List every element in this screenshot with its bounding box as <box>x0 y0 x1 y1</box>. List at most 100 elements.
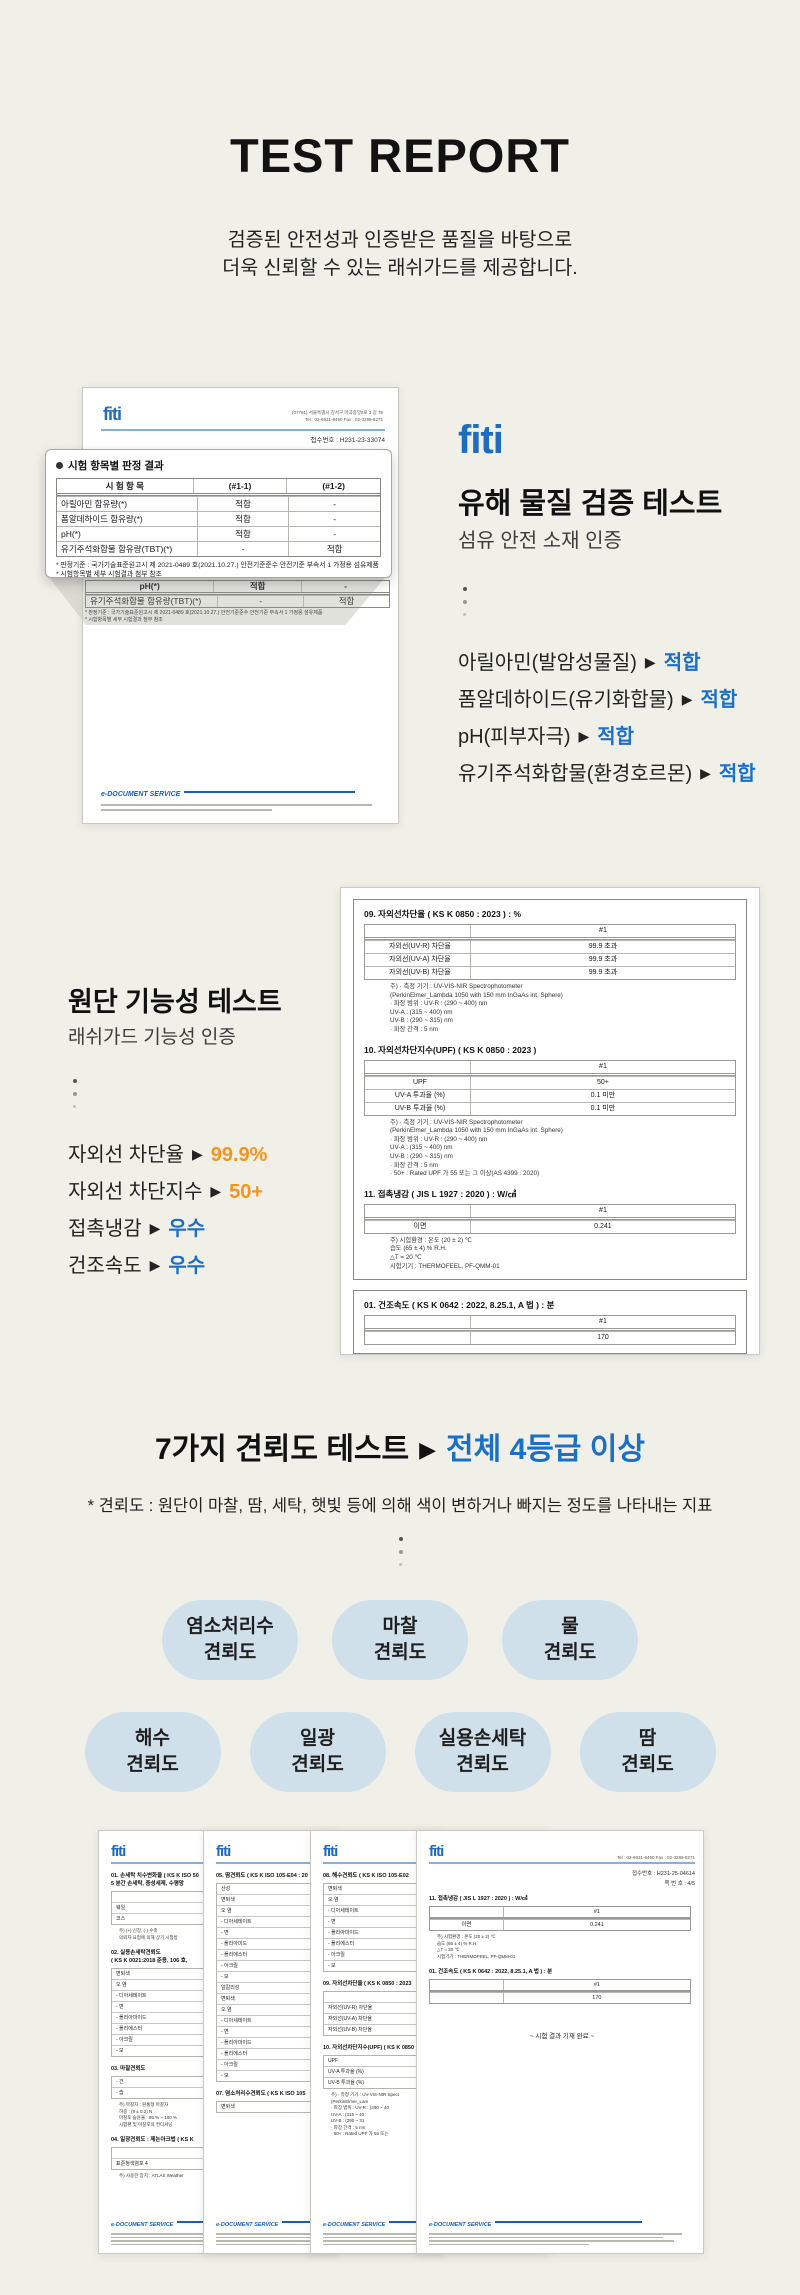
doc-section-title: 10. 자외선차단지수(UPF) ( KS K 0850 <box>323 2045 415 2051</box>
test-result-item: 폼알데하이드(유기화합물) ▶ 적합 <box>458 683 756 720</box>
receipt-number: 접수번호 : H231-25-04614 <box>631 1871 695 1877</box>
item-label: 자외선 차단지수 <box>68 1181 203 1203</box>
section-09-notes: 주) · 측정 기기 : UV-VIS-NIR Spectrophotomete… <box>390 983 563 1033</box>
item-value: 적합 <box>663 652 701 674</box>
doc-notes: 주) · 측정 기기 : UV-VIS-NIR Spect (PerkinElme… <box>331 2092 399 2136</box>
edocument-label: e-DOCUMENT SERVICE <box>323 2222 386 2228</box>
edocument-label: e-DOCUMENT SERVICE <box>111 2222 174 2228</box>
fineprint-bar <box>101 809 272 811</box>
underlay-notes: * 판정기준 : 국가기술표준원고시 제 2021-0489 호(2021.10… <box>85 610 323 623</box>
doc-header: fiti <box>111 1843 329 1860</box>
test-complete-note: ~ 시험 결과 기재 완료 ~ <box>529 2033 595 2040</box>
badge-water-fastness: 물 견뢰도 <box>502 1600 638 1680</box>
arrow-icon: ▶ <box>191 1146 203 1162</box>
section-10-notes: 주) · 측정 기기 : UV-VIS-NIR Spectrophotomete… <box>390 1118 563 1178</box>
doc-section-title: 09. 자외선차단율 ( KS K 0850 : 2023 <box>323 1981 412 1987</box>
section-11-title: 11. 접촉냉감 ( JIS L 1927 : 2020 ) : W/㎠ <box>364 1188 517 1199</box>
section-09-table: #1 자외선(UV-R) 차단율 99.9 초과 자외선(UV-A) 차단율 99.9 … <box>364 924 736 980</box>
arrow-icon: ▶ <box>700 765 711 781</box>
heading-blue-part: 전체 4등급 이상 <box>446 1433 646 1466</box>
arrow-icon: ▶ <box>149 1220 161 1236</box>
fineprint-bar <box>111 2243 242 2245</box>
item-value: 적합 <box>718 763 756 785</box>
item-label: 아릴아민(발암성물질) <box>458 652 637 674</box>
fiti-logo: fiti <box>216 1843 231 1860</box>
section-01-title: 01. 건조속도 ( KS K 0642 : 2022, 8.25.1, A 법… <box>364 1300 555 1311</box>
section-heading-harmful: 유해 물질 검증 테스트 <box>458 488 723 520</box>
section-01-table: #1 170 <box>364 1315 736 1346</box>
functional-test-results: 자외선 차단율 ▶ 99.9% 자외선 차단지수 ▶ 50+ 접촉냉감 ▶ 우수 건조속도 ▶… <box>68 1138 267 1286</box>
badge-rubbing-fastness: 마찰 견뢰도 <box>332 1600 468 1680</box>
certificate-section-box: 01. 건조속도 ( KS K 0642 : 2022, 8.25.1, A 법… <box>353 1290 747 1355</box>
edocument-label: e-DOCUMENT SERVICE <box>429 2222 492 2228</box>
arrow-icon: ▶ <box>681 691 693 707</box>
item-value: 50+ <box>229 1181 264 1203</box>
fineprint-bar <box>323 2243 454 2245</box>
section-10-title: 10. 자외선차단지수(UPF) ( KS K 0850 : 2023 ) <box>364 1044 537 1055</box>
heading-black-part: 7가지 견뢰도 테스트 <box>154 1433 410 1466</box>
section-11-notes: 주) 시험환경 : 온도 (20 ± 2) ℃ 습도 (65 ± 4) % R.H… <box>390 1236 500 1270</box>
result-table-notes: * 판정기준 : 국가기술표준원고시 제 2021-0489 호(2021.10… <box>56 562 379 578</box>
item-label: 유기주석화합물(환경호르몬) <box>458 763 693 785</box>
test-result-callout: 시험 항목별 판정 결과 시 험 항 목 (#1-1) (#1-2) 아릴아민 함유량… <box>45 449 392 578</box>
receipt-number: 접수번호 : H231-23-33074 <box>310 437 385 444</box>
section-subheading-harmful: 섬유 안전 소재 인증 <box>458 530 622 552</box>
subtitle-line-1: 검증된 안전성과 인증받은 품질을 바탕으로 <box>227 229 573 251</box>
doc-section-title: 07. 염소처리수견뢰도 ( KS K ISO 105 <box>216 2091 306 2097</box>
item-value: 우수 <box>168 1218 206 1240</box>
callout-title-row: 시험 항목별 판정 결과 <box>56 458 381 473</box>
edocument-label: e-DOCUMENT SERVICE <box>101 791 181 798</box>
subtitle-line-2: 더욱 신뢰할 수 있는 래쉬가드를 제공합니다. <box>222 257 578 279</box>
colorfastness-note: * 견뢰도 : 원단이 마찰, 땀, 세탁, 햇빛 등에 의해 색이 변하거나 … <box>87 1497 713 1515</box>
fineprint-bar <box>216 2243 347 2245</box>
test-result-item: 자외선 차단지수 ▶ 50+ <box>68 1175 267 1212</box>
item-value: 우수 <box>168 1255 206 1277</box>
certificate-table-underlay: pH(*) 적합 - 유기주석화합물 함유량(TBT)(*) - 적합 * 판정기준 : … <box>85 575 390 624</box>
edocument-label: e-DOCUMENT SERVICE <box>216 2222 279 2228</box>
fiti-logo: fiti <box>103 404 122 424</box>
edocument-footer: e-DOCUMENT SERVICE <box>101 783 386 811</box>
section-11-table: #1 이면 0.241 <box>429 1906 691 1931</box>
section-01-table: #1 170 <box>429 1979 691 2004</box>
section-01-title: 01. 건조속도 ( KS K 0642 : 2022, 8.25.1, A 법… <box>429 1969 553 1975</box>
test-result-item: 유기주석화합물(환경호르몬) ▶ 적합 <box>458 757 756 794</box>
item-label: 건조속도 <box>68 1255 142 1277</box>
item-label: 접촉냉감 <box>68 1218 142 1240</box>
section-heading-colorfastness: 7가지 견뢰도 테스트 ▶ 전체 4등급 이상 <box>0 1424 800 1468</box>
test-result-item: 건조속도 ▶ 우수 <box>68 1249 267 1286</box>
item-label: 폼알데하이드(유기화합물) <box>458 689 674 711</box>
arrow-icon: ▶ <box>644 654 656 670</box>
tel-fax-line: Tel : 02-6931-8460 Fax : 02-3299-8271 <box>304 416 383 422</box>
doc-section-title: 11. 접촉냉감 ( JIS L 1927 : 2020 ) : W/㎠ <box>429 1895 695 1903</box>
doc-section-title: 01. 손세탁 치수변화율 ( KS K ISO 50 5 분간 손세탁, 중성세… <box>111 1873 199 1887</box>
fineprint-bar <box>429 2233 682 2235</box>
fineprint-bar <box>429 2243 589 2245</box>
fiti-logo: fiti <box>323 1843 338 1860</box>
fineprint-bar <box>101 804 372 806</box>
section-11-title: 11. 접촉냉감 ( JIS L 1927 : 2020 ) : W/㎠ <box>429 1896 528 1902</box>
page-subtitle: 검증된 안전성과 인증받은 품질을 바탕으로 더욱 신뢰할 수 있는 래쉬가드를… <box>0 226 800 282</box>
certificate-page-4: fiti Tel : 02-6931-8460 Fax : 02-3299-82… <box>416 1830 704 2254</box>
doc-notes: 주) (+) 신장, (-) 수축 의뢰자 요청에 의해 상기 시험방 <box>119 1928 178 1940</box>
result-table: 시 험 항 목 (#1-1) (#1-2) 아릴아민 함유량(*) 적합 - 폼알데하이드 … <box>56 478 381 557</box>
item-label: 자외선 차단율 <box>68 1144 184 1166</box>
item-value: 적합 <box>597 726 635 748</box>
test-result-item: 아릴아민(발암성물질) ▶ 적합 <box>458 646 756 683</box>
badge-chlorine-water-fastness: 염소처리수 견뢰도 <box>162 1600 298 1680</box>
arrow-icon: ▶ <box>578 728 590 744</box>
test-result-item: 자외선 차단율 ▶ 99.9% <box>68 1138 267 1175</box>
section-11-table: #1 이면 0.241 <box>364 1203 736 1234</box>
doc-notes: 주) 마찰자 : 원통형 마찰자 하중 : (9 ± 0.2) N 마찰포 습윤율 … <box>119 2102 177 2127</box>
edocument-footer: e-DOCUMENT SERVICE <box>429 2213 695 2245</box>
item-label: pH(피부자극) <box>458 726 571 748</box>
section-subheading-functional: 래쉬가드 기능성 인증 <box>68 1027 236 1048</box>
arrow-icon: ▶ <box>210 1183 222 1199</box>
callout-title: 시험 항목별 판정 결과 <box>68 460 164 472</box>
arrow-icon: ▶ <box>149 1257 161 1273</box>
fiti-logo: fiti <box>458 418 504 462</box>
test-result-item: pH(피부자극) ▶ 적합 <box>458 720 756 757</box>
doc-section-title: 03. 마찰견뢰도 <box>111 2066 146 2072</box>
fineprint-bar <box>429 2240 674 2242</box>
header-divider <box>101 429 385 431</box>
doc-section-title: 08. 해수견뢰도 ( KS K ISO 105-E02 <box>323 1873 409 1879</box>
